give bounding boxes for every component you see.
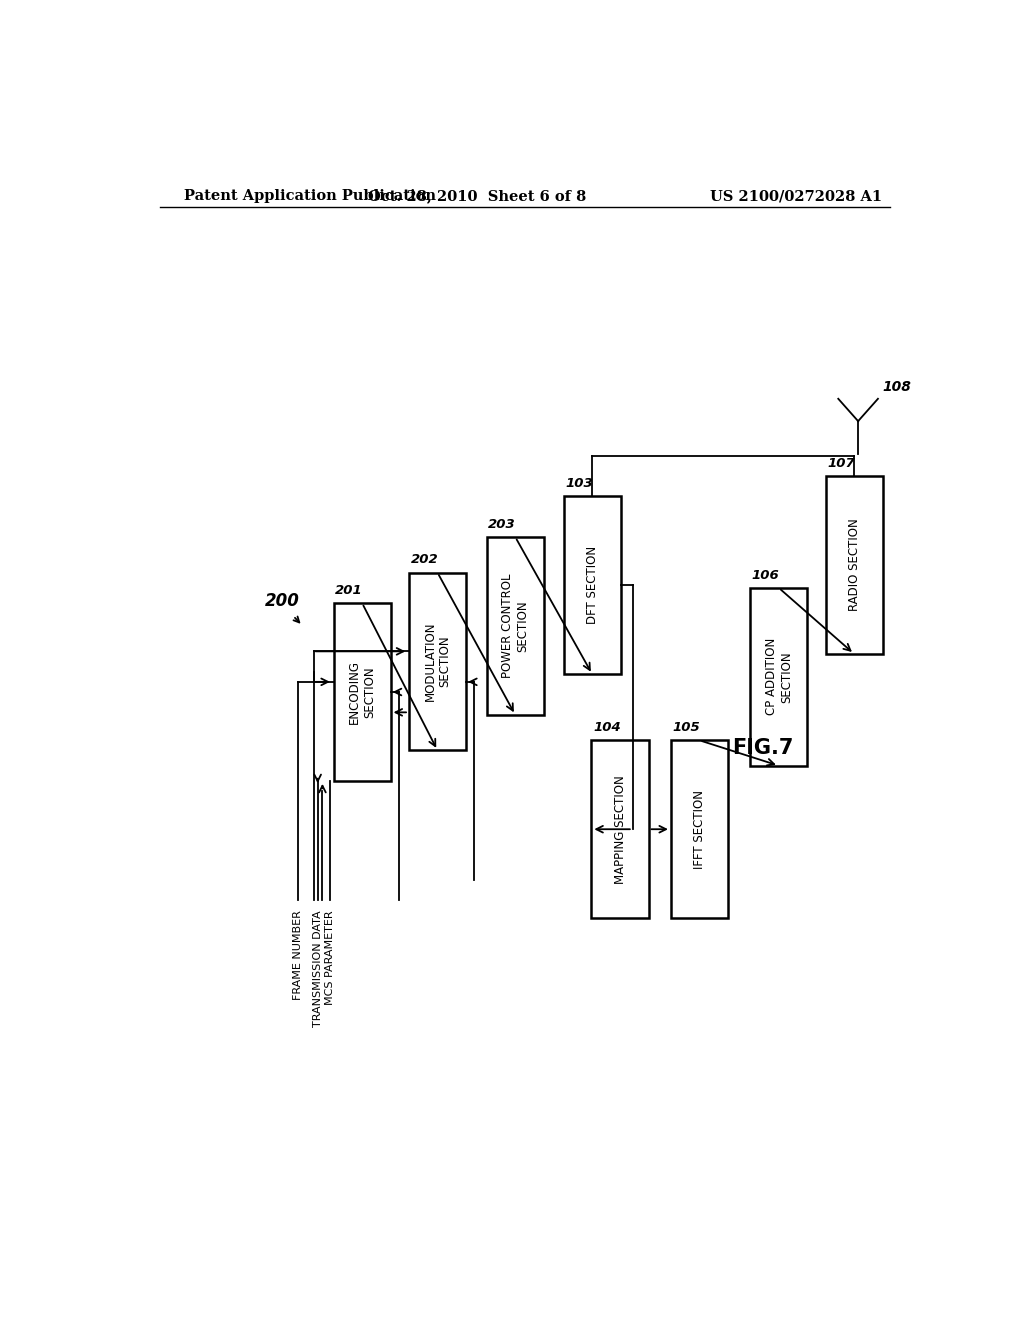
Text: ENCODING
SECTION: ENCODING SECTION [348,660,376,723]
Text: 201: 201 [335,583,362,597]
Bar [563,496,621,675]
Text: RADIO SECTION: RADIO SECTION [848,519,860,611]
Bar [825,477,883,653]
Text: 203: 203 [488,517,516,531]
Text: 105: 105 [673,721,700,734]
Text: 200: 200 [265,591,300,610]
Bar [671,741,728,919]
Text: DFT SECTION: DFT SECTION [586,546,599,624]
Bar [486,537,544,715]
Text: CP ADDITION
SECTION: CP ADDITION SECTION [765,638,793,715]
Text: US 2100/0272028 A1: US 2100/0272028 A1 [710,189,882,203]
Text: 107: 107 [827,457,855,470]
Bar [592,741,648,919]
Text: MAPPING SECTION: MAPPING SECTION [613,775,627,883]
Text: Oct. 28, 2010  Sheet 6 of 8: Oct. 28, 2010 Sheet 6 of 8 [368,189,587,203]
Bar [409,573,466,751]
Text: 104: 104 [593,721,621,734]
Text: 103: 103 [565,478,593,490]
Text: Patent Application Publication: Patent Application Publication [183,189,435,203]
Text: 202: 202 [411,553,438,566]
Text: 108: 108 [882,380,910,393]
Text: FRAME NUMBER: FRAME NUMBER [293,911,303,1001]
Text: 106: 106 [752,569,779,582]
Bar [751,587,807,766]
Bar [334,603,391,781]
Text: MCS PARAMETER: MCS PARAMETER [325,911,335,1005]
Text: TRANSMISSION DATA: TRANSMISSION DATA [312,911,323,1027]
Text: POWER CONTROL
SECTION: POWER CONTROL SECTION [502,574,529,678]
Text: IFFT SECTION: IFFT SECTION [693,789,706,869]
Text: FIG.7: FIG.7 [732,738,794,758]
Text: MODULATION
SECTION: MODULATION SECTION [424,622,452,701]
